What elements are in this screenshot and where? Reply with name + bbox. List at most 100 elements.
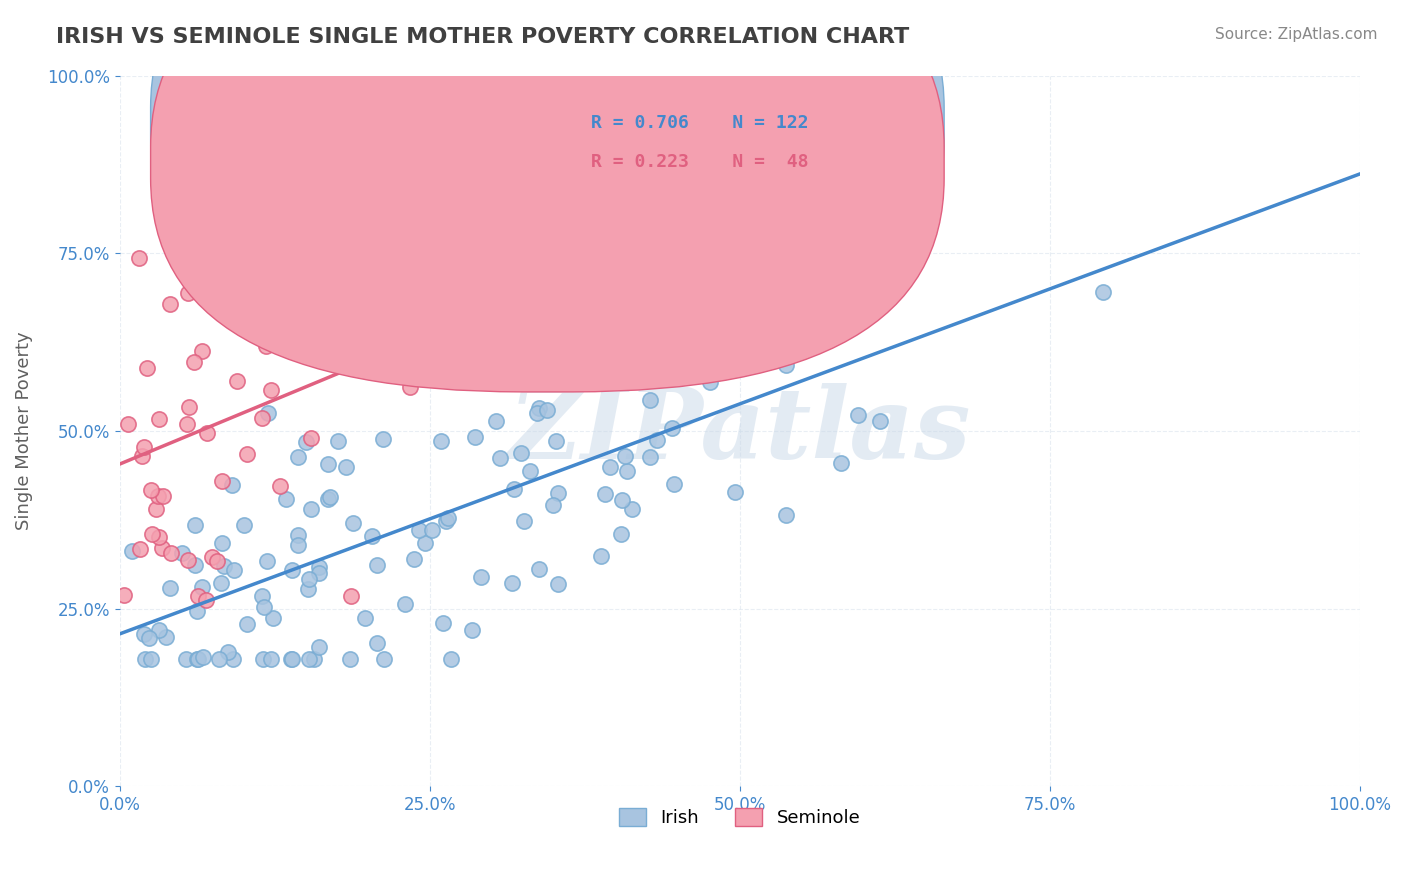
Seminole <box>290 313 312 327</box>
Irish <box>214 558 236 573</box>
Irish <box>765 233 787 247</box>
Seminole <box>339 589 361 603</box>
Irish <box>536 403 558 417</box>
Text: IRISH VS SEMINOLE SINGLE MOTHER POVERTY CORRELATION CHART: IRISH VS SEMINOLE SINGLE MOTHER POVERTY … <box>56 27 910 46</box>
Irish <box>610 493 633 508</box>
Irish <box>170 546 193 560</box>
Irish <box>186 651 208 665</box>
Seminole <box>299 431 322 445</box>
Irish <box>308 566 330 580</box>
Seminole <box>141 526 163 541</box>
Irish <box>775 508 797 523</box>
Irish <box>209 575 232 590</box>
Irish <box>869 414 891 428</box>
Text: R = 0.706    N = 122: R = 0.706 N = 122 <box>591 114 808 132</box>
Irish <box>354 611 377 625</box>
Seminole <box>194 593 217 607</box>
Irish <box>134 651 156 665</box>
Irish <box>287 450 309 465</box>
Seminole <box>117 417 139 432</box>
Irish <box>260 651 283 665</box>
Irish <box>274 492 297 507</box>
Seminole <box>159 297 181 311</box>
Irish <box>440 310 463 325</box>
Irish <box>217 645 239 659</box>
Irish <box>512 514 534 528</box>
Irish <box>547 485 569 500</box>
Seminole <box>214 292 236 306</box>
Irish <box>222 562 245 576</box>
Seminole <box>181 232 204 246</box>
Irish <box>366 558 388 572</box>
FancyBboxPatch shape <box>150 0 945 353</box>
Seminole <box>195 426 218 441</box>
Irish <box>599 460 621 475</box>
Seminole <box>228 301 250 315</box>
Seminole <box>205 554 228 568</box>
FancyBboxPatch shape <box>498 90 845 193</box>
Seminole <box>129 541 152 556</box>
Seminole <box>148 412 170 426</box>
Irish <box>464 430 486 444</box>
Seminole <box>177 552 200 566</box>
Irish <box>186 604 208 618</box>
Irish <box>208 651 231 665</box>
Irish <box>339 651 361 665</box>
Irish <box>299 502 322 516</box>
Irish <box>699 375 721 389</box>
Irish <box>440 651 463 665</box>
Seminole <box>250 411 273 425</box>
Seminole <box>232 253 254 268</box>
Irish <box>501 576 523 591</box>
Text: R = 0.223    N =  48: R = 0.223 N = 48 <box>591 153 808 171</box>
Irish <box>547 577 569 591</box>
Text: Source: ZipAtlas.com: Source: ZipAtlas.com <box>1215 27 1378 42</box>
Seminole <box>218 200 240 214</box>
Irish <box>138 631 160 645</box>
Irish <box>132 626 155 640</box>
Irish <box>509 445 531 459</box>
Seminole <box>128 251 150 265</box>
Irish <box>519 464 541 478</box>
Irish <box>155 630 177 644</box>
Irish <box>295 435 318 450</box>
Seminole <box>177 285 200 300</box>
Irish <box>621 501 644 516</box>
Irish <box>297 582 319 597</box>
Irish <box>191 581 214 595</box>
Irish <box>335 460 357 475</box>
Irish <box>184 518 207 533</box>
Irish <box>413 536 436 550</box>
Irish <box>211 536 233 550</box>
Irish <box>662 477 685 491</box>
Legend: Irish, Seminole: Irish, Seminole <box>612 800 868 834</box>
Irish <box>645 433 668 447</box>
Seminole <box>217 304 239 318</box>
Seminole <box>131 449 153 463</box>
Irish <box>256 554 278 568</box>
Irish <box>489 450 512 465</box>
Irish <box>544 434 567 449</box>
Irish <box>174 651 197 665</box>
Seminole <box>132 440 155 454</box>
Seminole <box>183 354 205 368</box>
Irish <box>148 623 170 637</box>
Irish <box>252 589 274 603</box>
Seminole <box>177 400 200 414</box>
Irish <box>430 434 453 448</box>
Seminole <box>152 541 174 555</box>
Irish <box>527 562 550 576</box>
Seminole <box>226 374 249 388</box>
Irish <box>298 651 321 665</box>
Irish <box>461 624 484 638</box>
Irish <box>402 552 425 566</box>
Seminole <box>145 502 167 516</box>
Irish <box>830 456 852 470</box>
Seminole <box>254 338 277 352</box>
Irish <box>593 486 616 500</box>
Irish <box>159 581 181 595</box>
Seminole <box>388 299 411 313</box>
Irish <box>724 485 747 500</box>
Irish <box>308 560 330 574</box>
Irish <box>308 640 330 654</box>
